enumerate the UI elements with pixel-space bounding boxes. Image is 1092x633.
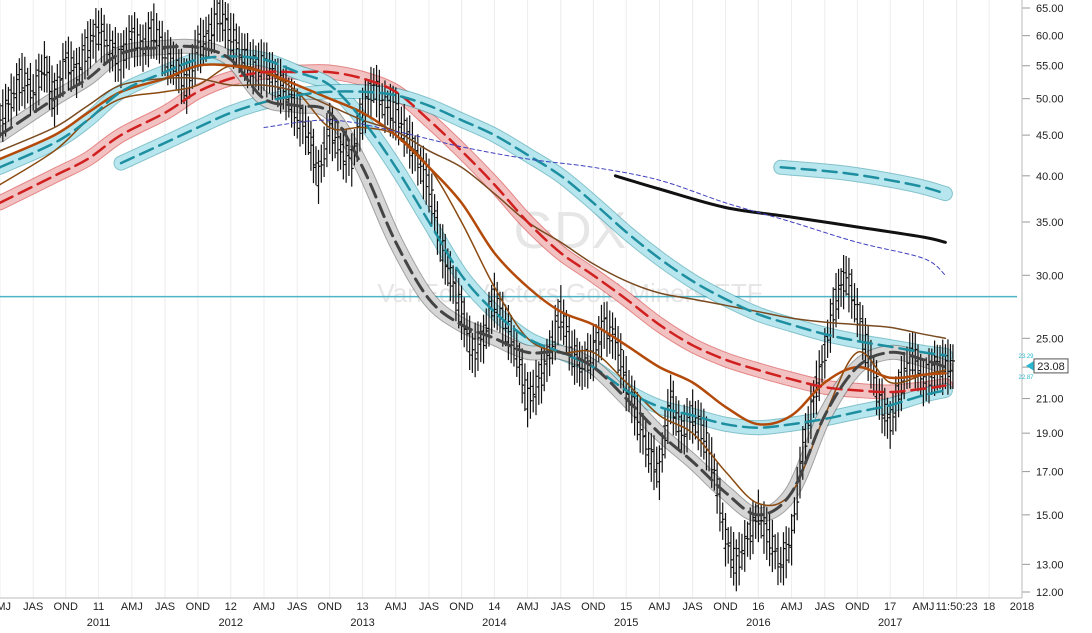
x-tick-label: JAS: [551, 601, 571, 613]
y-tick-label: 55.00: [1036, 61, 1064, 73]
y-tick-label: 17.00: [1036, 467, 1064, 479]
x-year-label: 2016: [746, 617, 770, 629]
x-tick-label: OND: [317, 601, 342, 613]
last-price-value: 23.08: [1037, 361, 1065, 373]
x-tick-label: OND: [186, 601, 211, 613]
x-tick-label: 13: [356, 601, 368, 613]
x-year-label: 2015: [614, 617, 638, 629]
x-tick-label: AMJ: [253, 601, 275, 613]
ma-band-fill-8: [774, 160, 952, 201]
x-year-label: 2017: [878, 617, 902, 629]
y-tick-label: 13.00: [1036, 559, 1064, 571]
x-year-label: 2011: [87, 617, 111, 629]
x-year-label: 2013: [350, 617, 374, 629]
moving-average-line-7: [613, 174, 947, 244]
last-price-upper: 23.29: [1018, 354, 1034, 360]
x-tick-label: OND: [449, 601, 474, 613]
y-tick-label: 30.00: [1036, 270, 1064, 282]
x-tick-label: JAS: [287, 601, 307, 613]
y-tick-label: 25.00: [1036, 333, 1064, 345]
x-tick-label: JAS: [155, 601, 175, 613]
y-tick-label: 19.00: [1036, 428, 1064, 440]
last-price-box: [1033, 358, 1069, 374]
x-tick-label: AMJ: [121, 601, 143, 613]
y-tick-label: 50.00: [1036, 94, 1064, 106]
x-tick-label: AMJ: [517, 601, 539, 613]
moving-average-line-3: [0, 70, 947, 394]
x-tick-label: AMJ: [385, 601, 407, 613]
y-tick-label: 45.00: [1036, 130, 1064, 142]
x-tick-label: OND: [845, 601, 870, 613]
ma-band-layer: [0, 38, 953, 523]
x-tick-label: OND: [581, 601, 606, 613]
moving-average-line-2: [0, 77, 947, 340]
x-tick-label: 16: [752, 601, 764, 613]
y-tick-label: 40.00: [1036, 171, 1064, 183]
x-tick-label: 11:50:23: [936, 601, 978, 613]
x-tick-label: 15: [620, 601, 632, 613]
x-tick-label: AMJ: [781, 601, 803, 613]
moving-average-line-8: [779, 166, 947, 195]
x-year-label: 2014: [482, 617, 506, 629]
y-tick-label: 35.00: [1036, 217, 1064, 229]
axis-layer: 65.00 60.00 55.00 50.00 45.00 40.00 35.00 30.00…: [0, 0, 1064, 629]
x-tick-label: AMJ: [648, 601, 670, 613]
x-tick-label: JAS: [683, 601, 703, 613]
x-tick-label: OND: [53, 601, 78, 613]
x-tick-label: 14: [488, 601, 500, 613]
y-tick-label: 60.00: [1036, 31, 1064, 43]
x-tick-label: 17: [884, 601, 896, 613]
moving-average-line-9: [263, 119, 946, 276]
x-tick-label: AMJ: [912, 601, 934, 613]
x-tick-label: 18: [983, 601, 995, 613]
last-price-arrow: [1026, 360, 1034, 371]
x-tick-label: AMJ: [0, 601, 11, 613]
y-tick-label: 12.00: [1036, 587, 1064, 599]
y-tick-label: 21.00: [1036, 394, 1064, 406]
y-tick-label: 15.00: [1036, 510, 1064, 522]
x-year-label: 2012: [219, 617, 243, 629]
moving-average-line-6: [0, 44, 947, 517]
x-tick-label: 11: [93, 601, 104, 613]
moving-average-layer: [0, 44, 947, 517]
x-tick-label: JAS: [23, 601, 43, 613]
last-price-lower: 22.87: [1018, 375, 1034, 381]
x-tick-label: OND: [713, 601, 738, 613]
x-tick-label: JAS: [815, 601, 835, 613]
y-tick-label: 65.00: [1036, 3, 1064, 15]
x-tick-label: 12: [225, 601, 237, 613]
x-tick-label: JAS: [419, 601, 439, 613]
moving-average-line-4: [0, 55, 947, 429]
x-tick-label: 2018: [1010, 601, 1034, 613]
moving-average-line-1: [0, 63, 947, 426]
